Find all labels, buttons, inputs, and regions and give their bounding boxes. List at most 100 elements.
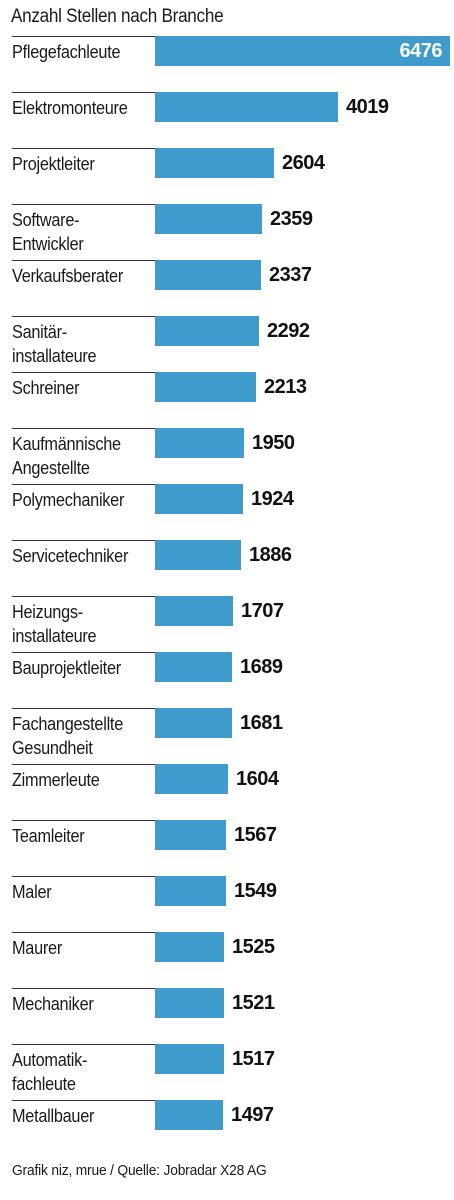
row-separator [12,932,155,933]
bar [155,540,241,570]
bar [155,1044,224,1074]
row-separator [12,204,155,205]
bar-row: Mechaniker 1521 [12,988,442,1044]
chart-source: Grafik niz, mrue / Quelle: Jobradar X28 … [12,1162,267,1179]
bar-row: Sanitär-installateure 2292 [12,316,442,372]
category-label: Fachangestellte Gesundheit [12,713,123,758]
row-separator [12,596,155,597]
category-label: Kaufmännische Angestellte [12,433,121,478]
value-label: 2213 [264,376,307,398]
bar [155,484,243,514]
bar [155,148,274,178]
row-separator [12,260,155,261]
row-separator [12,372,155,373]
bar-row: Polymechaniker 1924 [12,484,442,540]
bar-row: Zimmerleute 1604 [12,764,442,820]
row-separator [12,988,155,989]
category-label: Projektleiter [12,153,95,174]
bar [155,876,226,906]
value-label: 1886 [249,544,292,566]
category-label: Sanitär-installateure [12,321,97,366]
bar-row: Schreiner 2213 [12,372,442,428]
value-label: 1567 [234,824,277,846]
value-label: 1497 [231,1104,274,1126]
bar [155,764,228,794]
bar-row: Verkaufsberater 2337 [12,260,442,316]
value-label: 1525 [232,936,275,958]
bar [155,260,261,290]
category-label: Software- Entwickler [12,209,84,254]
row-separator [12,428,155,429]
bar-row: Bauprojektleiter 1689 [12,652,442,708]
bar [155,372,256,402]
category-label: Mechaniker [12,993,94,1014]
value-label: 1924 [251,488,294,510]
bar-row: Maler 1549 [12,876,442,932]
bar [155,1100,223,1130]
row-separator [12,540,155,541]
bar [155,708,232,738]
category-label: Metallbauer [12,1105,95,1126]
bar-row: Servicetechniker 1886 [12,540,442,596]
row-separator [12,36,155,37]
bar-row: Software- Entwickler 2359 [12,204,442,260]
bar [155,652,232,682]
value-label: 2292 [267,320,310,342]
row-separator [12,876,155,877]
bar [155,428,244,458]
bar [155,932,224,962]
value-label: 4019 [346,96,389,118]
bar-row: Teamleiter 1567 [12,820,442,876]
row-separator [12,820,155,821]
value-label: 2337 [269,264,312,286]
bar-row: Maurer 1525 [12,932,442,988]
bar [155,596,233,626]
row-separator [12,484,155,485]
bar [155,988,224,1018]
bar-row: Metallbauer 1497 [12,1100,442,1156]
bar [155,36,450,66]
value-label: 1689 [240,656,283,678]
category-label: Zimmerleute [12,769,100,790]
value-label: 1549 [234,880,277,902]
row-separator [12,1044,155,1045]
bar-row: Kaufmännische Angestellte 1950 [12,428,442,484]
category-label: Maurer [12,937,62,958]
row-separator [12,148,155,149]
value-label: 1681 [240,712,283,734]
bar-row: Fachangestellte Gesundheit 1681 [12,708,442,764]
category-label: Bauprojektleiter [12,657,121,678]
row-separator [12,652,155,653]
bar-row: Projektleiter 2604 [12,148,442,204]
value-label: 2359 [270,208,313,230]
value-label: 2604 [282,152,325,174]
category-label: Servicetechniker [12,545,129,566]
category-label: Maler [12,881,52,902]
bar [155,316,259,346]
chart-title: Anzahl Stellen nach Branche [11,6,224,27]
value-label: 6476 [399,40,443,62]
row-separator [12,708,155,709]
value-label: 1521 [232,992,275,1014]
value-label: 1707 [241,600,284,622]
category-label: Pflegefachleute [12,41,121,62]
value-label: 1517 [232,1048,275,1070]
category-label: Schreiner [12,377,80,398]
bar-row: Pflegefachleute 6476 [12,36,450,92]
bar [155,204,262,234]
category-label: Verkaufsberater [12,265,123,286]
value-label: 1950 [252,432,295,454]
row-separator [12,1100,155,1101]
bar [155,92,338,122]
bar [155,820,226,850]
category-label: Teamleiter [12,825,85,846]
row-separator [12,764,155,765]
bar-row: Elektromonteure 4019 [12,92,442,148]
category-label: Polymechaniker [12,489,125,510]
row-separator [12,92,155,93]
bar-row: Automatik-fachleute 1517 [12,1044,442,1100]
value-label: 1604 [236,768,279,790]
category-label: Elektromonteure [12,97,128,118]
row-separator [12,316,155,317]
